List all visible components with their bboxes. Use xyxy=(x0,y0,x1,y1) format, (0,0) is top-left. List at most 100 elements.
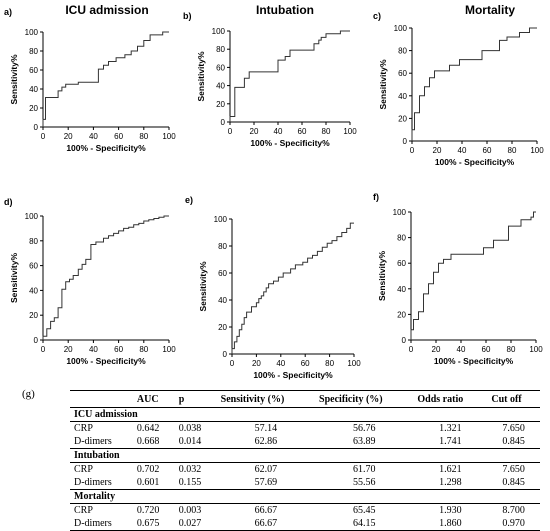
x-tick-label: 40 xyxy=(89,345,98,354)
table-header-cell: AUC xyxy=(132,390,175,408)
x-tick-label: 80 xyxy=(139,132,148,141)
panel-label: c) xyxy=(373,11,381,21)
table-row: D-dimers 0.675 0.027 66.67 64.15 1.860 0.970 xyxy=(70,517,540,531)
table-header-cell: Cut off xyxy=(487,390,540,408)
roc-curve xyxy=(231,222,354,354)
x-tick-label: 60 xyxy=(482,345,491,354)
table-body: ICU admission CRP 0.642 0.038 57.14 56.76 1.32… xyxy=(70,407,540,531)
y-tick-label: 100 xyxy=(214,215,228,224)
y-axis-label: Sensitivity% xyxy=(377,251,387,302)
table-cell: 0.003 xyxy=(178,505,202,516)
x-tick-label: 20 xyxy=(252,359,261,368)
y-tick-label: 100 xyxy=(212,27,226,36)
y-tick-label: 20 xyxy=(397,310,406,319)
y-tick-label: 0 xyxy=(402,336,407,345)
table-cell: 7.650 xyxy=(502,423,525,434)
x-tick-label: 40 xyxy=(274,127,283,136)
table-cell: 56.76 xyxy=(352,423,376,434)
results-table: AUC p Sensitivity (%) Specificity (%) Odds r… xyxy=(70,390,540,531)
x-tick-label: 100 xyxy=(530,146,544,155)
table-cell: 0.038 xyxy=(178,423,202,434)
table-cell: 0.845 xyxy=(502,436,525,447)
x-axis-label: 100% - Specificity% xyxy=(435,157,515,167)
column-title-mortality: Mortality xyxy=(464,3,515,17)
roc-curve xyxy=(42,31,169,127)
x-axis-label: 100% - Specificity% xyxy=(253,370,333,380)
x-tick-label: 20 xyxy=(64,132,73,141)
roc-curve xyxy=(411,27,537,141)
y-tick-label: 40 xyxy=(29,286,38,295)
table-group-label: ICU admission xyxy=(70,407,540,422)
table-cell: CRP xyxy=(74,464,93,475)
x-tick-label: 20 xyxy=(432,345,441,354)
x-tick-label: 80 xyxy=(139,345,148,354)
y-tick-label: 80 xyxy=(218,242,227,251)
table-cell: 0.702 xyxy=(136,464,160,475)
y-tick-label: 0 xyxy=(221,118,226,127)
x-tick-label: 60 xyxy=(298,127,307,136)
x-tick-label: 20 xyxy=(250,127,259,136)
table-group-label: Mortality xyxy=(70,489,540,504)
panel-label: d) xyxy=(4,197,13,207)
table-header-row: AUC p Sensitivity (%) Specificity (%) Odds r… xyxy=(70,390,540,408)
table-cell: 57.14 xyxy=(254,423,278,434)
x-tick-label: 100 xyxy=(347,359,361,368)
table-cell: 8.700 xyxy=(502,505,525,516)
y-tick-label: 40 xyxy=(218,296,227,305)
x-tick-label: 60 xyxy=(301,359,310,368)
table-label: (g) xyxy=(22,388,35,400)
x-tick-label: 0 xyxy=(409,345,414,354)
column-title-intubation: Intubation xyxy=(256,3,314,17)
x-tick-label: 80 xyxy=(325,359,334,368)
table-cell: 1.860 xyxy=(413,517,488,531)
table-cell: 7.650 xyxy=(502,464,525,475)
y-tick-label: 60 xyxy=(29,262,38,271)
table-cell: 1.930 xyxy=(439,505,462,516)
y-tick-label: 20 xyxy=(216,100,225,109)
table-cell: 1.321 xyxy=(439,423,462,434)
table-cell: CRP xyxy=(74,505,93,516)
y-tick-label: 60 xyxy=(216,63,225,72)
y-tick-label: 60 xyxy=(397,259,406,268)
panel-label: b) xyxy=(183,11,192,21)
table-cell: 0.970 xyxy=(487,517,540,531)
y-tick-label: 20 xyxy=(218,323,227,332)
y-tick-label: 100 xyxy=(393,208,407,217)
table-row: CRP 0.642 0.038 57.14 56.76 1.321 7.650 xyxy=(70,422,540,436)
y-axis-label: Sensitivity% xyxy=(198,261,208,312)
x-axis-label: 100% - Specificity% xyxy=(66,143,146,153)
y-tick-label: 60 xyxy=(398,69,407,78)
roc-curve xyxy=(229,30,350,122)
x-tick-label: 60 xyxy=(483,146,492,155)
table-cell: D-dimers xyxy=(70,517,133,531)
y-tick-label: 40 xyxy=(397,285,406,294)
table-cell: 62.86 xyxy=(254,436,278,447)
y-tick-label: 80 xyxy=(398,47,407,56)
table-header-cell: Sensitivity (%) xyxy=(216,390,316,408)
x-tick-label: 80 xyxy=(508,146,517,155)
table-row: CRP 0.720 0.003 66.67 65.45 1.930 8.700 xyxy=(70,504,540,518)
y-tick-label: 80 xyxy=(216,45,225,54)
table-cell: 1.621 xyxy=(439,464,462,475)
table-cell: 66.67 xyxy=(216,517,316,531)
x-axis-label: 100% - Specificity% xyxy=(434,356,514,366)
column-title-icu: ICU admission xyxy=(65,3,149,17)
table-cell: 0.027 xyxy=(174,517,217,531)
y-tick-label: 80 xyxy=(397,234,406,243)
x-axis-label: 100% - Specificity% xyxy=(250,138,330,148)
x-tick-label: 20 xyxy=(433,146,442,155)
y-tick-label: 80 xyxy=(29,237,38,246)
table-row: D-dimers 0.668 0.014 62.86 63.89 1.741 0.845 xyxy=(70,435,540,449)
table-cell: 0.155 xyxy=(178,477,202,488)
table-cell: 0.014 xyxy=(178,436,202,447)
x-tick-label: 60 xyxy=(114,345,123,354)
table-cell: D-dimers xyxy=(74,477,112,488)
table-header-cell: Odds ratio xyxy=(413,390,488,408)
roc-curve xyxy=(410,211,536,340)
table-cell: 0.601 xyxy=(136,477,160,488)
table-group-row: Intubation xyxy=(70,448,540,463)
table-group-label: Intubation xyxy=(70,448,540,463)
table-cell: 65.45 xyxy=(352,505,376,516)
x-tick-label: 100 xyxy=(162,345,176,354)
